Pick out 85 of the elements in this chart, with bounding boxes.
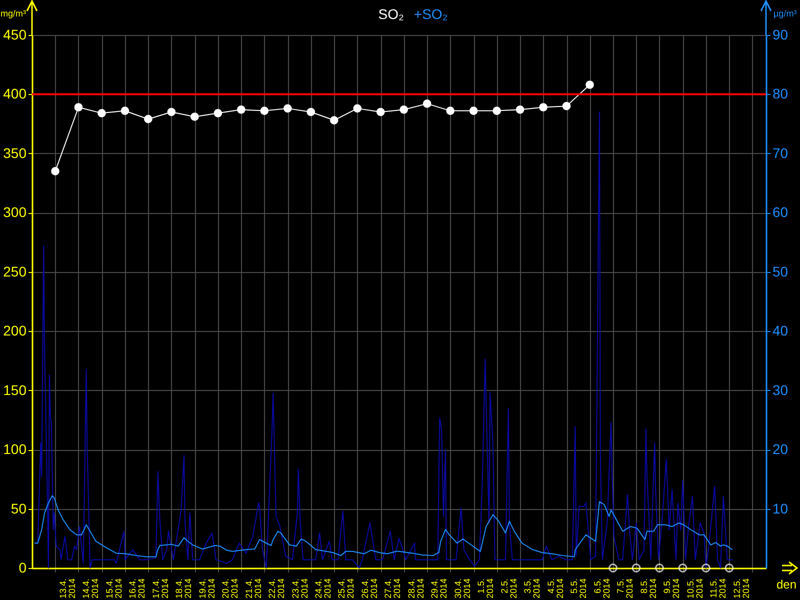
point <box>237 105 246 114</box>
point <box>516 105 524 114</box>
x-tick-label: 29.4. 2014 <box>430 578 449 599</box>
x-tick-label: 16.4. 2014 <box>128 578 147 599</box>
x-tick-label: 24.4. 2014 <box>314 578 332 599</box>
y-tick-label: 250 <box>3 263 27 280</box>
point <box>98 109 106 118</box>
x-tick-label: 12.5. 2014 <box>732 578 751 599</box>
point <box>446 106 454 115</box>
x-tick-label: 28.4. 2014 <box>406 578 426 599</box>
x-axis-title: den <box>776 578 796 592</box>
point <box>632 564 641 572</box>
y2-tick-label: 80 <box>772 86 788 102</box>
x-tick-label: 27.4. 2014 <box>383 578 402 599</box>
x-tick-label: 5.5. 2014 <box>569 578 588 599</box>
point <box>469 106 478 115</box>
point <box>724 564 734 572</box>
y-tick-label: 450 <box>3 26 27 42</box>
x-tick-label: 26.4. 2014 <box>360 578 379 599</box>
y-tick-label: 100 <box>3 441 27 458</box>
point <box>330 116 338 124</box>
point <box>283 104 292 113</box>
x-tick-label: 25.4. 2014 <box>336 578 356 599</box>
text: SO₂ <box>378 6 404 22</box>
point <box>655 564 664 572</box>
x-tick-label: 8.5. 2014 <box>638 578 658 599</box>
y2-tick-label: 50 <box>772 263 788 280</box>
x-tick-label: 14.4. 2014 <box>81 578 100 599</box>
x-tick-label: 1.5. 2014 <box>476 578 496 599</box>
y2-tick-label: 10 <box>772 500 788 516</box>
x-tick-label: 19.4. 2014 <box>197 578 216 599</box>
y-axis-title: mg/m³ <box>0 8 26 18</box>
point <box>562 102 571 110</box>
x-tick-label: 7.5. 2014 <box>616 578 635 599</box>
x-tick-label: 21.4. 2014 <box>244 578 263 599</box>
point <box>353 104 362 113</box>
point <box>120 106 130 115</box>
point <box>214 109 222 118</box>
y2-axis-title: µg/m³ <box>774 8 797 18</box>
point <box>376 108 385 116</box>
x-tick-label: 9.5. 2014 <box>662 578 682 599</box>
y2-tick-label: 90 <box>772 26 788 42</box>
point <box>702 564 710 572</box>
x-tick-label: 20.4. 2014 <box>220 578 240 599</box>
point <box>190 112 199 121</box>
x-tick-label: 22.4. 2014 <box>267 578 286 599</box>
x-tick-label: 4.5. 2014 <box>546 578 565 599</box>
point <box>260 106 269 115</box>
y-tick-label: 50 <box>10 500 27 516</box>
point <box>400 105 408 114</box>
x-tick-label: 15.4. 2014 <box>104 578 124 599</box>
point <box>422 100 432 108</box>
x-tick-label: 18.4. 2014 <box>174 578 194 599</box>
y2-tick-label: 20 <box>772 441 788 458</box>
point <box>306 108 316 116</box>
y2-tick-label: 40 <box>772 322 788 339</box>
point <box>51 167 60 176</box>
point <box>167 108 176 116</box>
point <box>586 80 594 89</box>
x-tick-label: 13.4. 2014 <box>58 578 77 599</box>
x-tick-label: 3.5. 2014 <box>522 578 542 599</box>
y-tick-label: 350 <box>3 144 27 161</box>
point <box>539 103 548 112</box>
x-tick-label: 23.4. 2014 <box>290 578 310 599</box>
x-tick-label: 2.5. 2014 <box>499 578 518 599</box>
x-tick-label: 6.5. 2014 <box>592 578 612 599</box>
x-tick-label: 11.5. 2014 <box>708 578 728 599</box>
point <box>492 106 501 115</box>
text: +SO₂ <box>414 6 448 22</box>
y-tick-label: 200 <box>3 322 27 339</box>
y-tick-label: 300 <box>3 204 27 220</box>
x-tick-label: 17.4. 2014 <box>150 578 170 599</box>
point <box>678 564 688 572</box>
point <box>74 103 83 112</box>
point <box>608 564 618 572</box>
y2-tick-label: 30 <box>772 382 788 398</box>
y2-tick-label: 60 <box>772 204 788 220</box>
point <box>144 114 152 124</box>
y2-tick-label: 70 <box>772 144 788 161</box>
y-tick-label: 150 <box>3 382 27 398</box>
y-tick-label: 0 <box>18 560 27 576</box>
line-series <box>34 495 733 558</box>
x-tick-label: 30.4. 2014 <box>452 578 472 599</box>
y-tick-label: 400 <box>3 86 27 102</box>
x-tick-label: 10.5. 2014 <box>685 578 704 599</box>
